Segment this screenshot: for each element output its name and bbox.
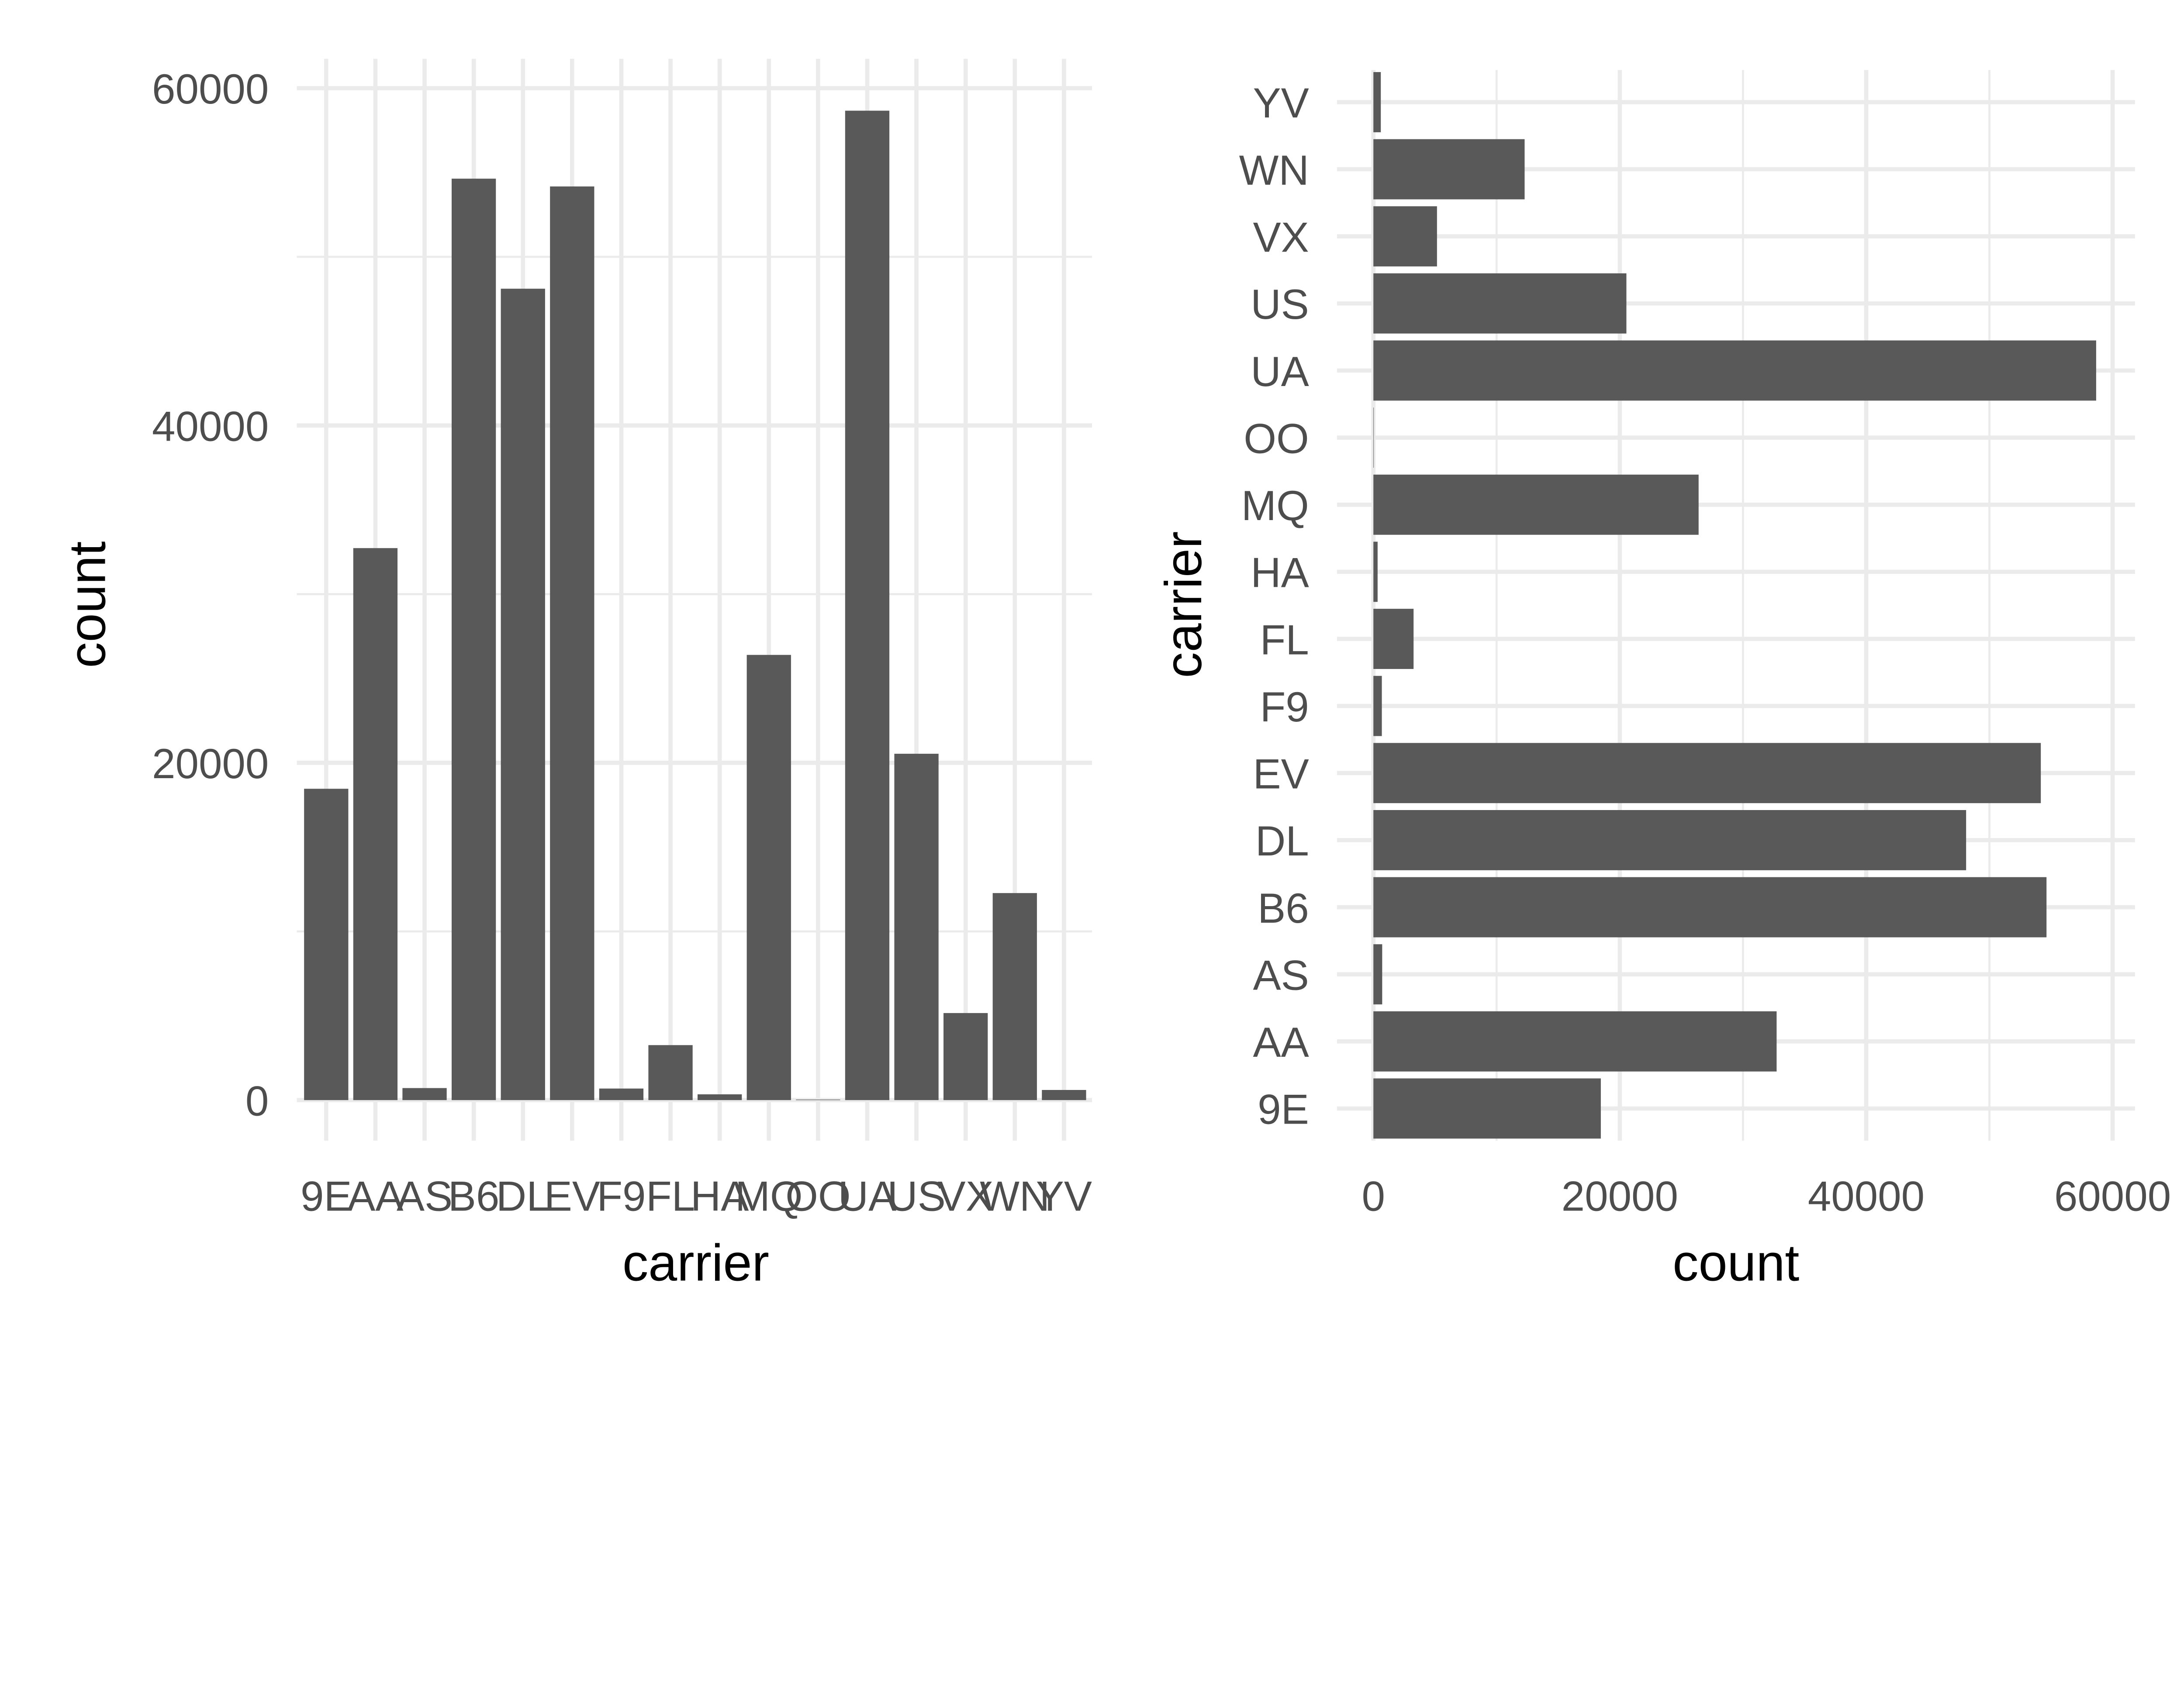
- y-tick-label: B6: [1258, 885, 1309, 932]
- bar-B6: [451, 179, 496, 1100]
- x-tick-label: WN: [980, 1173, 1050, 1220]
- x-tick-label: DL: [496, 1173, 550, 1220]
- y-tick-label: FL: [1260, 617, 1309, 663]
- bar-DL: [1373, 810, 1966, 870]
- bar-UA: [845, 110, 890, 1100]
- y-tick-label: 9E: [1258, 1086, 1309, 1133]
- x-tick-label: AA: [347, 1173, 403, 1220]
- x-tick-label: MQ: [735, 1173, 803, 1220]
- left-x-axis-title: carrier: [622, 1234, 769, 1292]
- x-tick-label: US: [887, 1173, 946, 1220]
- bar-DL: [501, 289, 545, 1100]
- x-tick-label: 9E: [301, 1173, 352, 1220]
- x-tick-label: 60000: [2054, 1173, 2171, 1220]
- y-tick-label: UA: [1251, 348, 1309, 395]
- bar-AA: [353, 548, 398, 1100]
- y-tick-label: F9: [1260, 684, 1309, 731]
- y-tick-label: 40000: [152, 403, 269, 450]
- right-y-axis-title: carrier: [1155, 531, 1213, 678]
- bar-B6: [1373, 877, 2047, 938]
- right-x-axis-title: count: [1673, 1234, 1799, 1292]
- y-tick-label: DL: [1255, 818, 1309, 865]
- bar-AA: [1373, 1011, 1777, 1072]
- bar-EV: [550, 186, 594, 1100]
- x-tick-label: 20000: [1562, 1173, 1678, 1220]
- bar-OO: [1373, 407, 1374, 468]
- bar-US: [894, 754, 939, 1100]
- bar-F9: [1373, 676, 1382, 736]
- y-tick-label: 0: [245, 1078, 269, 1124]
- left-y-axis-title: count: [59, 541, 116, 668]
- bar-HA: [698, 1094, 742, 1100]
- x-tick-label: YV: [1036, 1173, 1092, 1220]
- y-tick-label: 20000: [152, 741, 269, 787]
- x-tick-label: OO: [785, 1173, 851, 1220]
- bar-FL: [1373, 609, 1414, 669]
- x-tick-label: B6: [448, 1173, 500, 1220]
- bar-FL: [648, 1045, 693, 1100]
- bar-AS: [1373, 944, 1382, 1005]
- x-tick-label: UA: [838, 1173, 897, 1220]
- bar-9E: [304, 789, 349, 1100]
- bar-HA: [1373, 541, 1378, 602]
- x-tick-label: FL: [646, 1173, 695, 1220]
- x-tick-label: EV: [544, 1173, 600, 1220]
- x-tick-label: 0: [1362, 1173, 1385, 1220]
- bar-UA: [1373, 340, 2096, 401]
- bar-MQ: [746, 655, 791, 1100]
- x-tick-label: VX: [938, 1173, 994, 1220]
- bar-9E: [1373, 1078, 1601, 1139]
- x-tick-label: HA: [691, 1173, 749, 1220]
- y-tick-label: AS: [1253, 952, 1309, 999]
- y-tick-label: MQ: [1241, 483, 1309, 529]
- right-panel: 0 20000 40000 60000 9E AA AS B6 DL EV F9 FL HA MQ OO UA…: [1239, 70, 2171, 1220]
- bar-VX: [1373, 206, 1437, 267]
- bar-WN: [992, 893, 1037, 1100]
- bar-YV: [1373, 72, 1381, 132]
- y-tick-label: YV: [1253, 80, 1309, 127]
- x-tick-label: AS: [397, 1173, 453, 1220]
- y-tick-label: AA: [1253, 1019, 1309, 1066]
- y-tick-label: 60000: [152, 66, 269, 113]
- y-tick-label: WN: [1239, 147, 1309, 194]
- y-tick-label: OO: [1244, 415, 1309, 462]
- y-tick-label: EV: [1253, 751, 1309, 798]
- bar-VX: [943, 1013, 988, 1100]
- bar-US: [1373, 273, 1627, 334]
- bar-YV: [1042, 1090, 1086, 1100]
- y-tick-label: HA: [1251, 550, 1309, 597]
- bar-F9: [599, 1088, 644, 1100]
- x-tick-label: 40000: [1808, 1173, 1925, 1220]
- bar-EV: [1373, 743, 2041, 803]
- bar-AS: [402, 1088, 447, 1100]
- y-tick-label: US: [1251, 281, 1309, 328]
- y-tick-label: VX: [1253, 214, 1309, 261]
- x-tick-label: F9: [597, 1173, 646, 1220]
- bar-MQ: [1373, 474, 1699, 535]
- bar-WN: [1373, 139, 1525, 200]
